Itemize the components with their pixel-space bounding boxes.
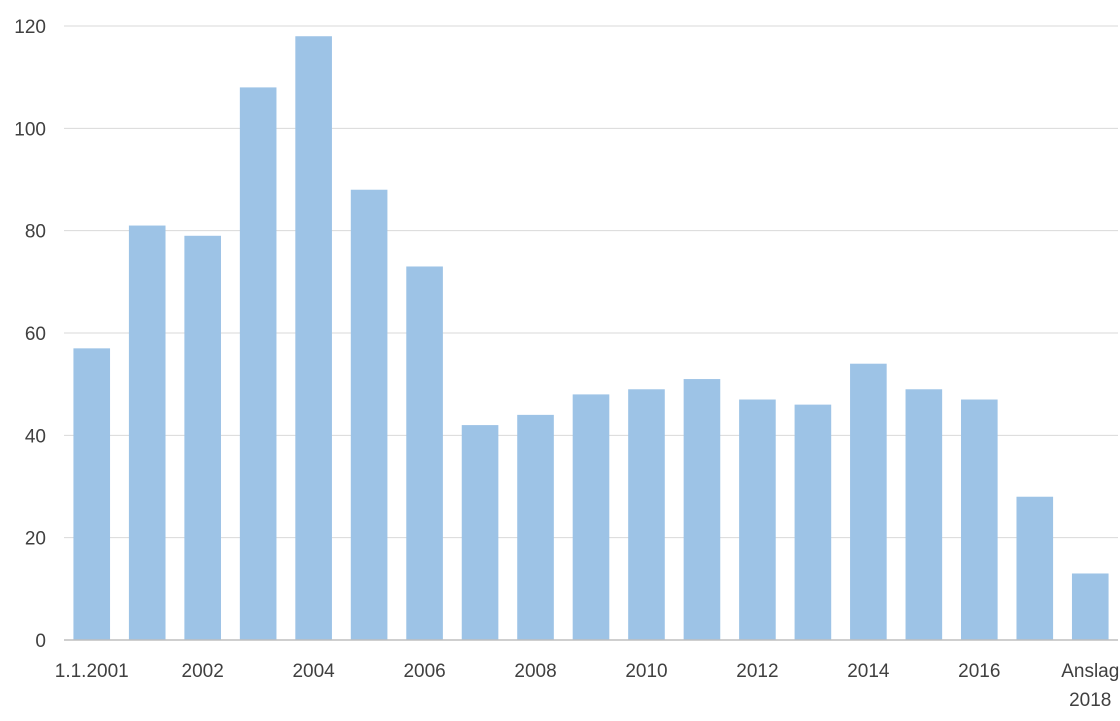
x-tick-label: 2002 <box>182 661 224 682</box>
bar <box>1071 573 1109 640</box>
x-tick-label: 2014 <box>847 661 890 682</box>
x-tick-label: 1.1.2001 <box>55 661 129 682</box>
bar <box>794 404 832 640</box>
bar <box>184 235 221 641</box>
y-axis-tick-labels: 0 20 40 60 80 100 120 <box>14 17 46 652</box>
bar <box>739 399 776 640</box>
bar <box>572 394 610 640</box>
bar <box>961 399 998 640</box>
y-tick-label: 40 <box>25 426 46 447</box>
x-tick-label: 2010 <box>625 661 667 682</box>
y-tick-label: 0 <box>35 631 46 652</box>
x-tick-label: Anslag 2018 <box>1061 661 1119 711</box>
x-axis-tick-labels: 1.1.2001 2002 2004 2006 2008 2010 2012 2014 2016… <box>55 661 1120 711</box>
y-tick-label: 120 <box>14 17 46 38</box>
bar <box>850 363 887 640</box>
bar <box>517 414 554 640</box>
x-tick-label: 2008 <box>514 661 556 682</box>
bar <box>683 379 721 640</box>
x-tick-label: 2006 <box>403 661 445 682</box>
x-tick-label: 2012 <box>736 661 778 682</box>
y-tick-label: 60 <box>25 324 46 345</box>
y-tick-label: 100 <box>14 119 46 140</box>
x-tick-label: 2016 <box>958 661 1000 682</box>
bar <box>73 348 111 640</box>
bar <box>239 87 277 640</box>
bar <box>628 389 665 640</box>
bar <box>128 225 166 641</box>
bar <box>461 425 499 640</box>
bar <box>350 189 388 640</box>
bar <box>1016 496 1054 640</box>
bars <box>73 36 1109 641</box>
bar <box>905 389 943 640</box>
x-tick-label: 2004 <box>292 661 335 682</box>
gridlines <box>64 25 1118 539</box>
bar <box>295 36 332 640</box>
y-tick-label: 80 <box>25 222 46 243</box>
bar <box>406 266 443 640</box>
y-tick-label: 20 <box>25 529 46 550</box>
